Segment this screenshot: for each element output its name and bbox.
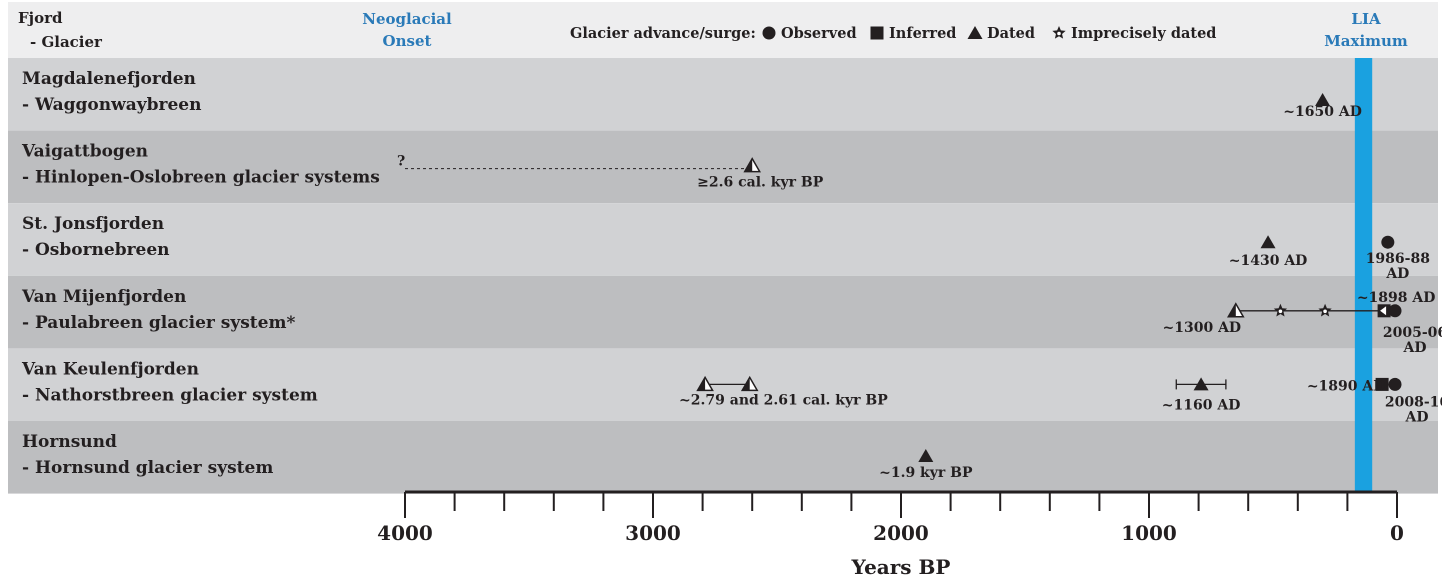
square-arrow <box>1380 306 1387 316</box>
triangle-open-marker <box>740 375 759 392</box>
star-marker <box>1273 303 1288 317</box>
triangle-half-fill <box>744 158 753 172</box>
star-center <box>1057 31 1061 36</box>
annotation-label: ~1890 AD <box>1307 378 1386 394</box>
annotation-label: AD <box>1385 266 1409 282</box>
legend-label: Observed <box>781 25 857 42</box>
row-band <box>8 130 1438 204</box>
fjord-label: Magdalenefjorden <box>22 69 196 89</box>
glacier-label: - Waggonwaybreen <box>22 95 201 115</box>
header-fjord: Fjord <box>18 9 63 27</box>
annotation-label: 1986-88 <box>1366 251 1430 267</box>
square-marker <box>1375 377 1389 391</box>
circle-marker <box>1388 377 1402 391</box>
legend-label: Dated <box>987 25 1035 42</box>
annotation-label: ~1898 AD <box>1357 290 1436 306</box>
annotation-label: ~1300 AD <box>1163 320 1242 336</box>
circle-marker <box>1388 304 1402 318</box>
x-tick-label: 3000 <box>625 521 681 545</box>
fjord-label: Vaigattbogen <box>21 142 148 162</box>
star-center <box>1323 309 1327 314</box>
x-tick-label: 2000 <box>873 521 929 545</box>
annotation-label: ? <box>397 154 405 170</box>
annotation-label: ≥2.6 cal. kyr BP <box>697 175 824 191</box>
chart-header: Fjord - Glacier Neoglacial Onset LIA Maximum G… <box>18 9 1408 51</box>
lia-maximum-band <box>1354 58 1373 492</box>
triangle-half-fill <box>1228 303 1236 317</box>
x-axis-title: Years BP <box>851 555 951 579</box>
row-band <box>8 275 1438 349</box>
legend: Glacier advance/surge: Observed Inferred Da… <box>570 25 1216 42</box>
triangle-marker <box>1315 93 1331 106</box>
x-tick-label: 4000 <box>377 521 433 545</box>
row-labels: Magdalenefjorden - Waggonwaybreen Vaigattb… <box>21 69 380 478</box>
lia-label: Maximum <box>1324 32 1408 50</box>
legend-label: Inferred <box>889 25 956 42</box>
row-band <box>8 203 1438 276</box>
neoglacial-label: Neoglacial <box>362 10 452 28</box>
triangle-marker <box>1260 235 1276 249</box>
legend-triangle-icon <box>967 26 983 39</box>
fjord-label: St. Jonsfjorden <box>22 214 164 234</box>
lia-band <box>1354 58 1373 492</box>
legend-label: Imprecisely dated <box>1071 25 1216 42</box>
annotation-label: AD <box>1405 409 1429 425</box>
event-annotations: ~1650 AD ≥2.6 cal. kyr BP? ~1430 AD 1986-88… <box>397 104 1442 481</box>
glacier-label: - Nathorstbreen glacier system <box>22 385 318 405</box>
star-center <box>1278 309 1283 314</box>
fjord-label: Van Mijenfjorden <box>21 287 186 307</box>
triangle-half-fill <box>742 377 750 391</box>
legend-title: Glacier advance/surge: <box>570 25 756 42</box>
triangle-open-marker <box>696 375 714 392</box>
annotation-label: ~2.79 and 2.61 cal. kyr BP <box>679 392 888 408</box>
glacier-label: - Hornsund glacier system <box>22 458 273 478</box>
legend-square-icon <box>870 26 884 40</box>
x-axis: 4000 3000 2000 1000 0 Years BP <box>377 490 1404 579</box>
row-band <box>8 58 1438 131</box>
triangle-open-marker <box>1227 302 1245 318</box>
annotation-label: ~1160 AD <box>1162 397 1241 413</box>
x-tick-label: 0 <box>1390 521 1404 545</box>
triangle-open-marker <box>743 157 761 173</box>
star-marker <box>1318 303 1332 317</box>
row-band <box>8 421 1438 494</box>
glacier-label: - Hinlopen-Oslobreen glacier systems <box>22 168 380 188</box>
fjord-label: Van Keulenfjorden <box>21 359 199 379</box>
row-bands <box>8 2 1438 494</box>
legend-circle-icon <box>762 26 776 40</box>
header-glacier: - Glacier <box>30 33 103 51</box>
square-half-marker <box>1377 304 1391 318</box>
annotation-label: AD <box>1403 340 1427 356</box>
legend-star-icon <box>1052 26 1066 39</box>
annotation-label: ~1430 AD <box>1229 253 1308 269</box>
neoglacial-label: Onset <box>383 32 432 50</box>
glacier-label: - Paulabreen glacier system* <box>22 313 295 333</box>
glacier-label: - Osbornebreen <box>22 240 170 260</box>
annotation-label: 2008-16 <box>1385 394 1442 410</box>
annotation-label: 2005-06 <box>1383 325 1442 341</box>
circle-marker <box>1381 235 1395 249</box>
header-background <box>8 2 1438 58</box>
fjord-label: Hornsund <box>22 432 117 452</box>
event-markers <box>696 93 1402 462</box>
annotation-label: ~1.9 kyr BP <box>879 465 973 481</box>
triangle-marker <box>1193 377 1209 391</box>
x-tick-label: 1000 <box>1121 521 1177 545</box>
triangle-half-fill <box>697 377 706 391</box>
annotation-label: ~1650 AD <box>1283 104 1362 120</box>
triangle-marker <box>918 449 934 462</box>
lia-label: LIA <box>1351 10 1381 28</box>
